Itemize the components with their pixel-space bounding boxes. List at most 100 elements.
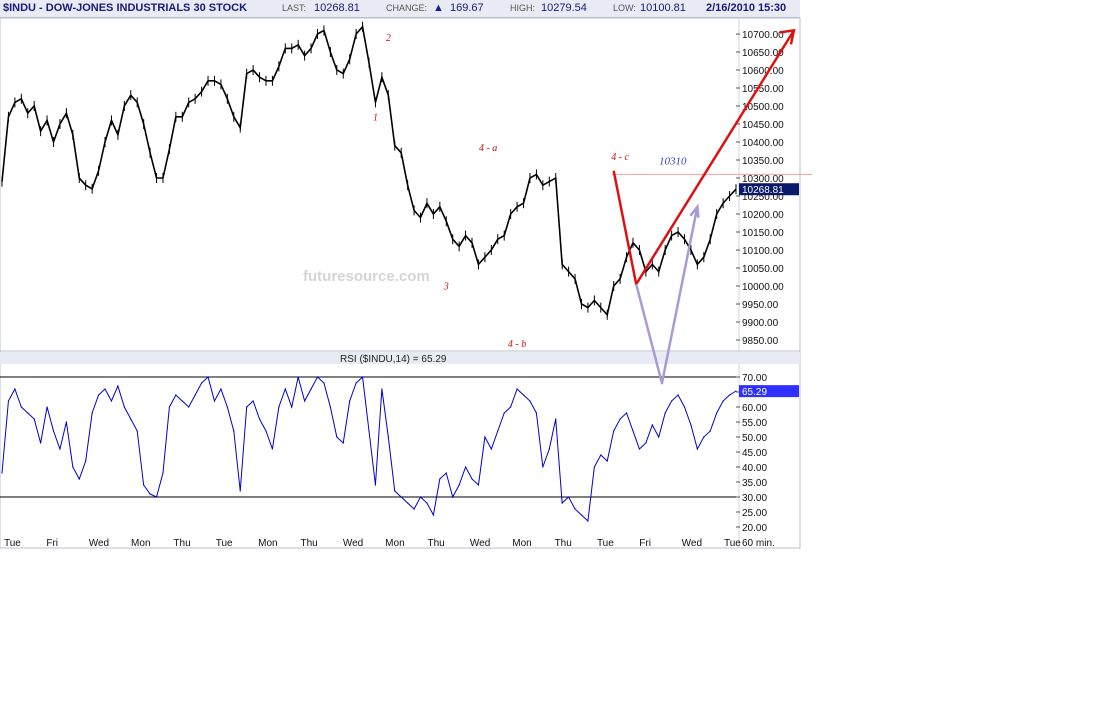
rsi-point: [484, 436, 486, 438]
price-tick-label: 10050.00: [742, 264, 784, 275]
price-tick-label: 10200.00: [742, 210, 784, 221]
rsi-point: [522, 394, 525, 396]
price-tick-label: 10600.00: [742, 66, 784, 77]
change-up-icon: ▲: [433, 2, 444, 14]
rsi-point: [271, 448, 274, 450]
x-tick-label: Wed: [470, 538, 490, 549]
x-tick-label: Tue: [4, 538, 21, 549]
rsi-point: [297, 376, 299, 378]
rsi-point: [97, 394, 100, 396]
interval-label: 60 min.: [742, 538, 775, 549]
price-y-axis: 10700.00 10650.00 10600.00 10550.00 10500.00…: [736, 30, 784, 347]
rsi-point: [381, 388, 383, 390]
futuresource-watermark: futuresource.com: [303, 268, 430, 285]
rsi-point: [374, 484, 377, 486]
rsi-point: [587, 520, 589, 522]
rsi-point: [645, 442, 647, 444]
x-tick-label: Tue: [216, 538, 233, 549]
rsi-line: [1, 375, 737, 523]
rsi-point: [20, 406, 22, 408]
high-label: HIGH:: [510, 3, 536, 13]
rsi-point: [349, 400, 351, 402]
price-tick-label: 10300.00: [742, 174, 784, 185]
rsi-point: [342, 442, 344, 444]
x-tick-label: Mon: [385, 538, 404, 549]
rsi-point: [439, 478, 441, 480]
rsi-point: [535, 412, 538, 414]
time-x-axis: Tue Fri Wed Mon Thu Tue Mon Thu Wed Mon Thu Wed Mon T…: [4, 538, 775, 549]
x-tick-label: Tue: [597, 538, 614, 549]
rsi-point: [246, 406, 248, 408]
last-value: 10268.81: [314, 2, 360, 14]
price-tick-label: 10500.00: [742, 102, 784, 113]
price-tick-label: 10450.00: [742, 120, 784, 131]
rsi-point: [149, 493, 151, 495]
rsi-point: [258, 418, 261, 420]
last-label: LAST:: [282, 3, 307, 13]
rsi-point: [561, 502, 563, 504]
wave-label: 4 - c: [611, 152, 629, 163]
rsi-point: [703, 436, 705, 438]
rsi-point: [387, 436, 389, 438]
symbol-title: $INDU - DOW-JONES INDUSTRIALS 30 STOCK: [3, 2, 248, 14]
rsi-point: [452, 496, 454, 498]
rsi-point: [72, 466, 74, 468]
last-price-label: 10268.81: [742, 185, 784, 196]
rsi-point: [239, 490, 241, 492]
rsi-point: [33, 418, 35, 420]
rsi-point: [91, 412, 93, 414]
rsi-point: [658, 436, 660, 438]
rsi-tick-label: 30.00: [742, 493, 767, 504]
x-tick-label: Fri: [639, 538, 651, 549]
rsi-point: [110, 400, 113, 402]
rsi-point: [323, 382, 325, 384]
rsi-point: [497, 430, 499, 432]
rsi-point: [304, 400, 306, 402]
rsi-point: [458, 484, 460, 486]
rsi-point: [709, 430, 711, 432]
x-tick-label: Mon: [258, 538, 277, 549]
rsi-point: [291, 406, 293, 408]
rsi-point: [130, 418, 132, 420]
rsi-point: [368, 430, 370, 432]
rsi-point: [419, 496, 422, 498]
rsi-point: [510, 406, 512, 408]
rsi-point: [27, 412, 29, 414]
rsi-point: [123, 406, 125, 408]
change-value: 169.67: [450, 2, 484, 14]
price-plot: 10268.81: [1, 21, 799, 320]
rsi-tick-label: 55.00: [742, 418, 767, 429]
resistance-group: 10310: [612, 155, 812, 175]
x-tick-label: Mon: [512, 538, 531, 549]
rsi-point: [548, 448, 550, 450]
rsi-point: [207, 376, 209, 378]
chart-datetime: 2/16/2010 15:30: [706, 2, 787, 14]
rsi-point: [310, 388, 312, 390]
rsi-point: [394, 490, 396, 492]
rsi-point: [471, 478, 473, 480]
price-tick-label: 10150.00: [742, 228, 784, 239]
rsi-title-bar: [0, 352, 800, 364]
price-tick-label: 9850.00: [742, 336, 779, 347]
rsi-tick-label: 35.00: [742, 478, 767, 489]
rsi-tick-label: 45.00: [742, 448, 767, 459]
x-tick-label: Thu: [555, 538, 572, 549]
x-tick-label: Mon: [131, 538, 150, 549]
price-tick-label: 10650.00: [742, 48, 784, 59]
rsi-point: [168, 406, 171, 408]
rsi-point: [503, 412, 505, 414]
rsi-plot: 65.29: [0, 375, 799, 523]
rsi-point: [683, 406, 686, 408]
rsi-point: [464, 466, 467, 468]
rsi-point: [625, 412, 628, 414]
forecast-arrows: [612, 28, 796, 385]
rsi-last-badge: [739, 385, 799, 398]
rsi-point: [716, 412, 718, 414]
low-label: LOW:: [613, 3, 636, 13]
rsi-point: [252, 400, 254, 402]
x-tick-label: Thu: [428, 538, 445, 549]
rsi-point: [632, 430, 634, 432]
rsi-point: [690, 424, 692, 426]
rsi-point: [213, 400, 216, 402]
